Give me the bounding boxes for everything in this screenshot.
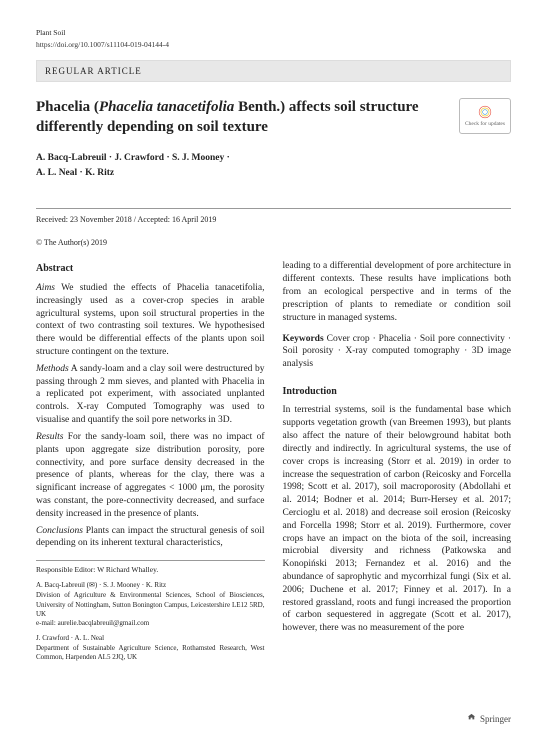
- results-label: Results: [36, 432, 63, 442]
- conclusions-label: Conclusions: [36, 526, 83, 536]
- title-italic-species: Phacelia tanacetifolia: [99, 99, 234, 115]
- aims-label: Aims: [36, 283, 55, 293]
- springer-label: Springer: [480, 713, 511, 725]
- authors-line-1: A. Bacq-Labreuil · J. Crawford · S. J. M…: [36, 151, 511, 165]
- authors-line-2: A. L. Neal · K. Ritz: [36, 166, 511, 180]
- page: Plant Soil https://doi.org/10.1007/s1110…: [0, 0, 547, 737]
- affiliation-2: J. Crawford · A. L. Neal Department of S…: [36, 634, 265, 662]
- abstract-methods: Methods A sandy-loam and a clay soil wer…: [36, 363, 265, 427]
- divider: [36, 208, 511, 209]
- journal-name: Plant Soil: [36, 28, 65, 38]
- copyright: © The Author(s) 2019: [36, 238, 511, 249]
- affil2-address: Department of Sustainable Agriculture Sc…: [36, 644, 265, 662]
- column-left: Abstract Aims We studied the effects of …: [36, 260, 265, 662]
- keywords: Keywords Cover crop · Phacelia · Soil po…: [283, 333, 512, 371]
- introduction-heading: Introduction: [283, 385, 512, 399]
- springer-icon: [466, 713, 477, 724]
- affil1-email: e-mail: aurelie.bacqlabreuil@gmail.com: [36, 619, 265, 628]
- running-head: Plant Soil: [36, 28, 511, 38]
- article-title: Phacelia (Phacelia tanacetifolia Benth.)…: [36, 98, 451, 137]
- abstract-aims: Aims We studied the effects of Phacelia …: [36, 282, 265, 359]
- title-pre: Phacelia (: [36, 99, 99, 115]
- crossmark-icon: [478, 105, 492, 119]
- publisher-mark: Springer: [466, 713, 511, 725]
- abstract-results: Results For the sandy-loam soil, there w…: [36, 431, 265, 521]
- abstract-heading: Abstract: [36, 262, 265, 276]
- article-dates: Received: 23 November 2018 / Accepted: 1…: [36, 215, 511, 226]
- aims-text: We studied the effects of Phacelia tanac…: [36, 283, 265, 357]
- column-right: leading to a differential development of…: [283, 260, 512, 662]
- methods-label: Methods: [36, 364, 69, 374]
- editor-box: Responsible Editor: W Richard Whalley. A…: [36, 560, 265, 662]
- abstract-continuation: leading to a differential development of…: [283, 260, 512, 324]
- introduction-paragraph: In terrestrial systems, soil is the fund…: [283, 404, 512, 635]
- crossmark-label: Check for updates: [465, 121, 505, 128]
- affil1-names-text: A. Bacq-Labreuil (✉) · S. J. Mooney · K.…: [36, 581, 166, 589]
- keywords-label: Keywords: [283, 334, 324, 344]
- affil1-address: Division of Agriculture & Environmental …: [36, 591, 265, 618]
- responsible-editor: Responsible Editor: W Richard Whalley.: [36, 565, 265, 575]
- title-row: Phacelia (Phacelia tanacetifolia Benth.)…: [36, 98, 511, 137]
- methods-text: A sandy-loam and a clay soil were destru…: [36, 364, 265, 425]
- article-type: REGULAR ARTICLE: [36, 60, 511, 82]
- abstract-conclusions: Conclusions Plants can impact the struct…: [36, 525, 265, 551]
- affil1-names: A. Bacq-Labreuil (✉) · S. J. Mooney · K.…: [36, 581, 265, 590]
- crossmark-badge[interactable]: Check for updates: [459, 98, 511, 134]
- two-column-body: Abstract Aims We studied the effects of …: [36, 260, 511, 662]
- authors: A. Bacq-Labreuil · J. Crawford · S. J. M…: [36, 151, 511, 180]
- doi: https://doi.org/10.1007/s11104-019-04144…: [36, 40, 511, 50]
- affiliation-1: A. Bacq-Labreuil (✉) · S. J. Mooney · K.…: [36, 581, 265, 627]
- results-text: For the sandy-loam soil, there was no im…: [36, 432, 265, 519]
- affil2-names: J. Crawford · A. L. Neal: [36, 634, 265, 643]
